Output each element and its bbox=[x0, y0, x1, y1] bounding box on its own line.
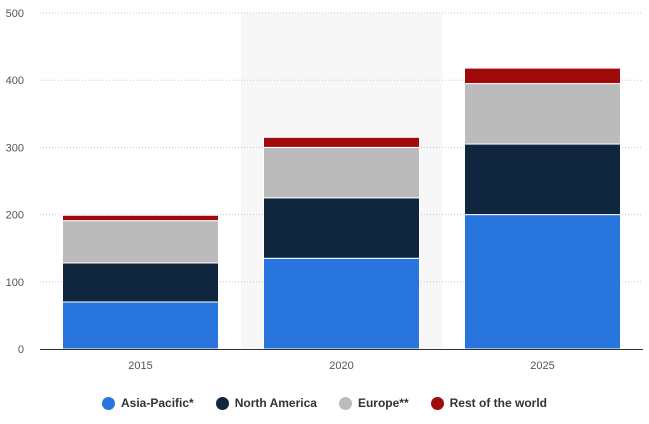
x-tick-label: 2025 bbox=[530, 360, 554, 372]
legend-item[interactable]: Asia-Pacific* bbox=[102, 396, 194, 410]
y-tick-label: 0 bbox=[18, 344, 24, 356]
bar-segment[interactable] bbox=[263, 197, 420, 259]
bar-segment[interactable] bbox=[62, 262, 219, 303]
legend: Asia-Pacific* North America Europe** Rest o… bbox=[0, 396, 649, 410]
legend-label: North America bbox=[234, 396, 317, 410]
legend-label: Europe** bbox=[357, 396, 409, 410]
y-tick-label: 400 bbox=[6, 75, 24, 87]
legend-marker bbox=[102, 396, 115, 410]
bar-segment[interactable] bbox=[464, 214, 621, 350]
legend-marker bbox=[338, 396, 352, 410]
legend-marker bbox=[430, 396, 444, 410]
bar-segment[interactable] bbox=[464, 67, 621, 85]
x-tick-label: 2015 bbox=[128, 360, 152, 372]
y-tick-label: 300 bbox=[6, 142, 24, 154]
bar-segment[interactable] bbox=[263, 136, 420, 148]
legend-item[interactable]: Rest of the world bbox=[430, 396, 547, 410]
bar-segment[interactable] bbox=[464, 83, 621, 145]
legend-item[interactable]: Europe** bbox=[338, 396, 409, 410]
bar-segment[interactable] bbox=[62, 220, 219, 264]
x-tick-label: 2020 bbox=[329, 360, 353, 372]
bar-segment[interactable] bbox=[263, 257, 420, 350]
y-tick-label: 500 bbox=[6, 8, 24, 20]
legend-item[interactable]: North America bbox=[215, 396, 317, 410]
bar-segment[interactable] bbox=[263, 146, 420, 199]
bar-segment[interactable] bbox=[62, 214, 219, 222]
y-tick-label: 100 bbox=[6, 277, 24, 289]
legend-marker bbox=[215, 396, 229, 410]
bar-segment[interactable] bbox=[464, 143, 621, 216]
bar-segment[interactable] bbox=[62, 301, 219, 350]
chart-svg: 0 100 200 300 400 500 2015 2020 2025 bbox=[6, 8, 643, 372]
legend-label: Rest of the world bbox=[449, 396, 547, 410]
y-tick-label: 200 bbox=[6, 210, 24, 222]
legend-label: Asia-Pacific* bbox=[121, 396, 194, 410]
